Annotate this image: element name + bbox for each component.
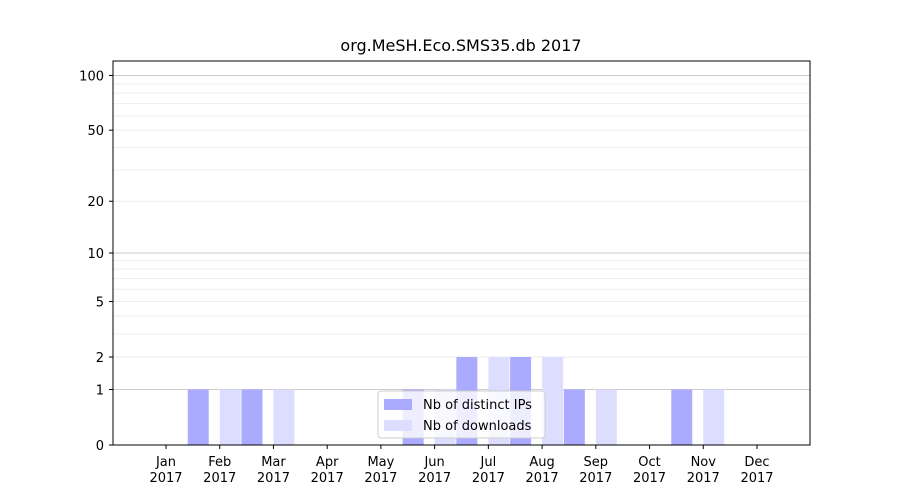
bar-downloads	[595, 389, 617, 445]
y-tick-label: 5	[96, 296, 104, 311]
bar-downloads	[219, 389, 241, 445]
bar-downloads	[542, 357, 564, 445]
legend-box	[377, 390, 546, 439]
bar-downloads	[703, 389, 725, 445]
legend-label: Nb of distinct IPs	[423, 398, 532, 413]
legend: Nb of distinct IPs Nb of downloads	[377, 390, 546, 439]
legend-swatch	[384, 420, 412, 431]
y-tick-label: 100	[79, 69, 104, 84]
bar-distinct-ips	[187, 389, 209, 445]
x-tick-label: Mar 2017	[257, 455, 290, 486]
bar-downloads	[273, 389, 295, 445]
y-tick-label: 10	[87, 247, 104, 262]
y-tick-label: 20	[87, 195, 104, 210]
y-tick-label: 2	[96, 351, 104, 366]
y-axis: 0 1 2 5 10 20 50 100	[79, 69, 113, 454]
x-tick-label: Oct 2017	[633, 455, 666, 486]
bar-distinct-ips	[563, 389, 585, 445]
legend-swatch	[384, 399, 412, 410]
x-tick-label: Apr 2017	[311, 455, 344, 486]
x-tick-label: May 2017	[364, 455, 397, 486]
bar-distinct-ips	[671, 389, 693, 445]
x-tick-label: Jun 2017	[418, 455, 451, 486]
y-tick-label: 0	[96, 439, 104, 454]
bar-distinct-ips	[241, 389, 263, 445]
x-tick-label: Sep 2017	[579, 455, 612, 486]
legend-label: Nb of downloads	[423, 419, 532, 434]
x-axis: Jan 2017 Feb 2017 Mar 2017 Apr 2017 May 2017 Jun 20…	[149, 445, 774, 486]
y-tick-label: 50	[87, 124, 104, 139]
grid-lines	[113, 74, 810, 390]
x-tick-label: Jul 2017	[472, 455, 505, 486]
x-tick-label: Jan 2017	[149, 455, 182, 486]
x-tick-label: Aug 2017	[526, 455, 559, 486]
x-tick-label: Nov 2017	[687, 455, 720, 486]
y-tick-label: 1	[96, 383, 104, 398]
chart-title: org.MeSH.Eco.SMS35.db 2017	[340, 36, 581, 55]
x-tick-label: Feb 2017	[203, 455, 236, 486]
x-tick-label: Dec 2017	[740, 455, 773, 486]
